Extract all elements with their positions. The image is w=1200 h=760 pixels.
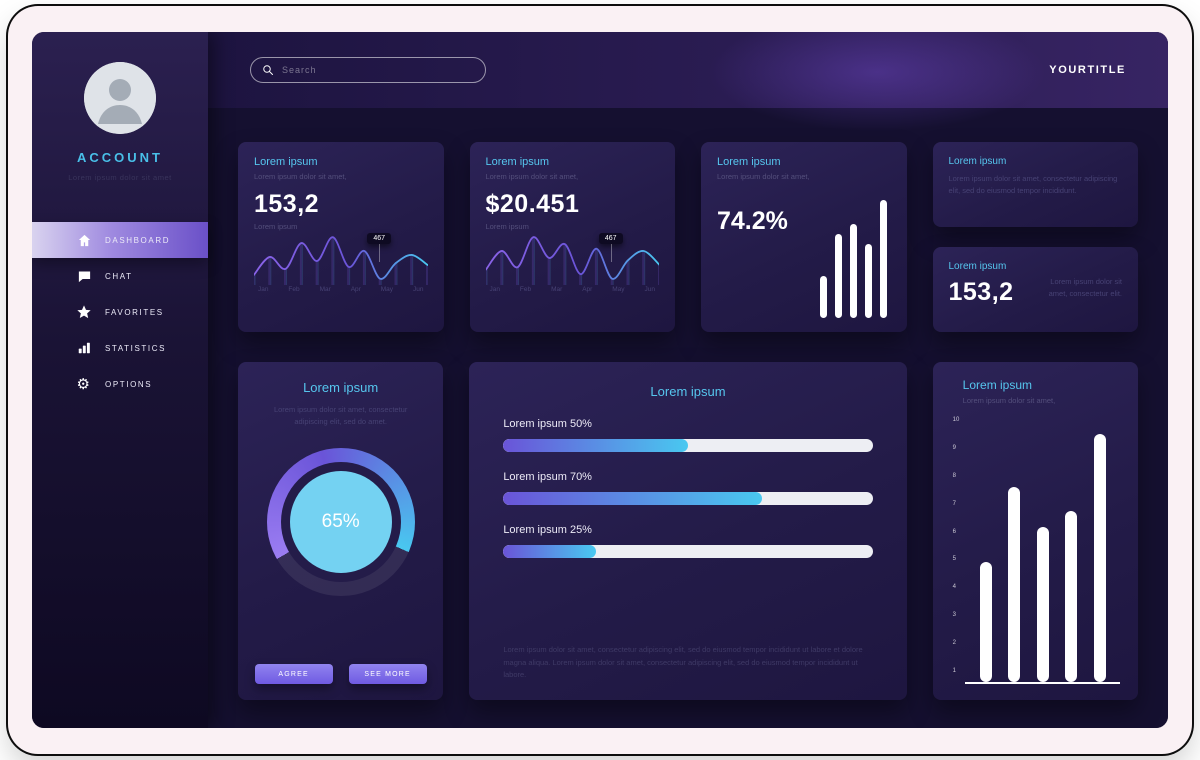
home-icon bbox=[76, 232, 92, 248]
progress-track bbox=[503, 545, 873, 558]
button-row: AGREE SEE MORE bbox=[254, 650, 427, 684]
stat-card-2: Lorem ipsum Lorem ipsum dolor sit amet, … bbox=[469, 142, 675, 332]
progress-track bbox=[503, 439, 873, 452]
sidebar-item-label: CHAT bbox=[105, 271, 133, 281]
month-labels: Jan Feb Mar Apr May Jun bbox=[258, 286, 424, 293]
info-card: Lorem ipsum Lorem ipsum dolor sit amet, … bbox=[932, 142, 1138, 227]
stat-value: $20.451 bbox=[485, 190, 580, 218]
donut-hole: 65% bbox=[280, 462, 401, 582]
sidebar-item-statistics[interactable]: STATISTICS bbox=[32, 330, 208, 366]
card-subtitle: Lorem ipsum dolor sit amet, bbox=[717, 172, 810, 181]
info-text: Lorem ipsum dolor sit amet, consectetur … bbox=[948, 174, 1118, 195]
card-title: Lorem ipsum bbox=[650, 384, 726, 399]
donut-card: Lorem ipsum Lorem ipsum dolor sit amet, … bbox=[238, 362, 444, 700]
main-area: YOURTITLE Lorem ipsum Lorem ipsum dolor … bbox=[208, 32, 1168, 728]
donut-chart: 65% bbox=[266, 448, 415, 596]
card-subtitle: Lorem ipsum dolor sit amet, bbox=[485, 172, 579, 181]
progress-label: Lorem ipsum 50% bbox=[503, 418, 592, 430]
card-title: Lorem ipsum bbox=[717, 156, 781, 168]
month-labels: Jan Feb Mar Apr May Jun bbox=[489, 286, 655, 293]
agree-button[interactable]: AGREE bbox=[254, 664, 333, 684]
topbar: YOURTITLE bbox=[208, 32, 1168, 132]
stacked-cards: Lorem ipsum Lorem ipsum dolor sit amet, … bbox=[932, 142, 1138, 332]
card-subtitle: Lorem ipsum dolor sit amet, consectetur … bbox=[273, 405, 408, 426]
detail-row: Lorem ipsum Lorem ipsum dolor sit amet, … bbox=[238, 362, 1138, 700]
card-title: Lorem ipsum bbox=[948, 156, 1007, 167]
avatar bbox=[84, 62, 156, 134]
bars bbox=[965, 415, 1120, 684]
dashboard-screen: ACCOUNT Lorem ipsum dolor sit amet DASHB… bbox=[32, 32, 1168, 728]
search-icon bbox=[263, 65, 273, 75]
line-chart: 467 bbox=[254, 233, 428, 285]
card-title: Lorem ipsum bbox=[962, 378, 1033, 392]
donut-percent: 65% bbox=[289, 471, 392, 573]
card-title: Lorem ipsum bbox=[485, 156, 550, 168]
bar-chart: 10 9 8 7 6 5 4 3 2 1 bbox=[951, 415, 1120, 686]
mini-bar-chart bbox=[819, 198, 887, 318]
page-title: YOURTITLE bbox=[1049, 64, 1126, 76]
chat-icon bbox=[76, 268, 92, 284]
stat-value: 153,2 bbox=[254, 190, 320, 218]
sidebar: ACCOUNT Lorem ipsum dolor sit amet DASHB… bbox=[32, 32, 208, 728]
progress-fill bbox=[503, 492, 762, 505]
content: Lorem ipsum Lorem ipsum dolor sit amet, … bbox=[208, 108, 1168, 728]
star-icon bbox=[76, 304, 92, 320]
card-title: Lorem ipsum bbox=[303, 380, 379, 395]
see-more-button[interactable]: SEE MORE bbox=[348, 664, 427, 684]
sidebar-item-label: FAVORITES bbox=[105, 307, 164, 317]
sidebar-item-chat[interactable]: CHAT bbox=[32, 258, 208, 294]
gear-icon: ⚙ bbox=[76, 375, 92, 393]
search-input[interactable] bbox=[282, 65, 474, 75]
account-subtitle: Lorem ipsum dolor sit amet bbox=[68, 173, 172, 182]
sidebar-item-label: STATISTICS bbox=[105, 343, 167, 353]
sidebar-item-options[interactable]: ⚙ OPTIONS bbox=[32, 366, 208, 402]
progress-group: Lorem ipsum 70% bbox=[503, 471, 873, 505]
stat-card-3: Lorem ipsum Lorem ipsum dolor sit amet, … bbox=[701, 142, 907, 332]
y-axis: 10 9 8 7 6 5 4 3 2 1 bbox=[952, 417, 960, 674]
search-box[interactable] bbox=[250, 57, 486, 83]
user-silhouette-icon bbox=[84, 62, 156, 134]
stat-card-1: Lorem ipsum Lorem ipsum dolor sit amet, … bbox=[238, 142, 444, 332]
card-subtitle: Lorem ipsum dolor sit amet, bbox=[254, 172, 347, 181]
chart-tooltip: 467 bbox=[598, 233, 623, 262]
stat-label: Lorem ipsum bbox=[485, 222, 529, 231]
sidebar-item-label: OPTIONS bbox=[105, 379, 153, 389]
progress-fill bbox=[503, 439, 688, 452]
bar-chart-icon bbox=[76, 340, 92, 356]
progress-footer-text: Lorem ipsum dolor sit amet, consectetur … bbox=[503, 644, 863, 680]
progress-track bbox=[503, 492, 873, 505]
progress-label: Lorem ipsum 25% bbox=[503, 524, 592, 536]
stats-row: Lorem ipsum Lorem ipsum dolor sit amet, … bbox=[238, 142, 1138, 332]
sidebar-menu: DASHBOARD CHAT FAVORITES bbox=[32, 222, 208, 402]
progress-fill bbox=[503, 545, 596, 558]
sidebar-item-label: DASHBOARD bbox=[105, 235, 171, 245]
card-title: Lorem ipsum bbox=[254, 156, 318, 168]
progress-card: Lorem ipsum Lorem ipsum 50% Lorem ipsum … bbox=[469, 362, 907, 700]
progress-label: Lorem ipsum 70% bbox=[503, 471, 592, 483]
account-label: ACCOUNT bbox=[77, 150, 163, 165]
stat-value: 153,2 bbox=[948, 278, 1014, 306]
progress-group: Lorem ipsum 25% bbox=[503, 524, 873, 558]
card-subtitle: Lorem ipsum dolor sit amet, bbox=[962, 396, 1056, 405]
tablet-frame: ACCOUNT Lorem ipsum dolor sit amet DASHB… bbox=[8, 6, 1192, 754]
stat-text: Lorem ipsum dolor sit amet, consectetur … bbox=[1048, 277, 1122, 298]
sidebar-item-favorites[interactable]: FAVORITES bbox=[32, 294, 208, 330]
stat-value: 74.2% bbox=[717, 207, 788, 235]
stat-card-4: Lorem ipsum 153,2 Lorem ipsum dolor sit … bbox=[932, 247, 1138, 332]
line-chart: 467 bbox=[485, 233, 659, 285]
stat-label: Lorem ipsum bbox=[254, 222, 298, 231]
bar-chart-card: Lorem ipsum Lorem ipsum dolor sit amet, … bbox=[932, 362, 1138, 700]
card-title: Lorem ipsum bbox=[948, 261, 1007, 272]
chart-tooltip: 467 bbox=[367, 233, 392, 262]
progress-group: Lorem ipsum 50% bbox=[503, 418, 873, 452]
sidebar-item-dashboard[interactable]: DASHBOARD bbox=[32, 222, 208, 258]
